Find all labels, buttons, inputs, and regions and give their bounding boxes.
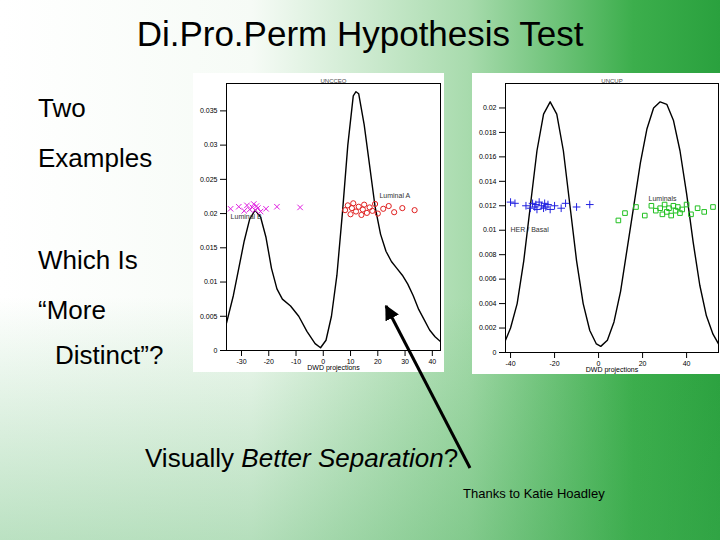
svg-text:-20: -20 [264,358,274,365]
html-text:Which Is: Which Is [38,245,138,275]
svg-text:0.02: 0.02 [204,210,218,217]
svg-text:20: 20 [639,360,647,367]
svg-text:0: 0 [214,347,218,354]
svg-text:40: 40 [683,360,691,367]
svg-text:10: 10 [346,358,355,366]
svg-text:Luminals: Luminals [649,195,678,202]
svg-text:DWD projections: DWD projections [307,364,360,372]
svg-text:Luminal B: Luminal B [231,213,262,220]
svg-text:0.006: 0.006 [479,275,497,282]
svg-text:0.01: 0.01 [204,278,218,285]
svg-text:0.01: 0.01 [483,226,497,233]
svg-text:-20: -20 [550,360,560,367]
svg-text:30: 30 [401,358,409,365]
svg-text:0.035: 0.035 [200,107,218,114]
svg-text:-10: -10 [291,358,301,365]
svg-text:0.02: 0.02 [483,104,497,111]
svg-text:DWD projections: DWD projections [586,366,639,374]
svg-text:-40: -40 [505,360,515,367]
svg-text:UNCUP: UNCUP [601,78,622,84]
svg-text:0.015: 0.015 [200,244,218,251]
svg-text:40: 40 [428,358,436,365]
svg-text:0.002: 0.002 [479,324,497,331]
html-text:Thanks to Katie Hoadley: Thanks to Katie Hoadley [463,486,605,501]
svg-text:0: 0 [493,349,497,356]
svg-text:0.014: 0.014 [479,178,497,185]
svg-text:0.008: 0.008 [479,251,497,258]
svg-text:0.004: 0.004 [479,300,497,307]
svg-text:20: 20 [374,358,382,365]
html-text:“More: “More [38,295,106,325]
html-text:Two: Two [38,93,86,123]
svg-text:0.018: 0.018 [479,129,497,136]
svg-text:HER / Basal: HER / Basal [511,226,550,233]
html-text:Distinct”?: Distinct”? [55,340,164,370]
svg-text:0: 0 [321,358,326,366]
svg-text:0.016: 0.016 [479,153,497,160]
svg-text:Luminal A: Luminal A [379,192,410,199]
svg-text:0: 0 [596,360,601,368]
svg-text:0.03: 0.03 [204,141,218,148]
svg-text:0.005: 0.005 [200,313,218,320]
svg-text:-30: -30 [236,358,246,365]
svg-text:UNCCEO: UNCCEO [320,78,346,84]
html-text:Visually Better Separation?: Visually Better Separation? [145,443,459,473]
svg-text:0.025: 0.025 [200,176,218,183]
svg-text:0.012: 0.012 [479,202,497,209]
html-text:Examples: Examples [38,143,153,173]
html-text:Di.Pro.Perm Hypothesis Test: Di.Pro.Perm Hypothesis Test [136,14,584,53]
